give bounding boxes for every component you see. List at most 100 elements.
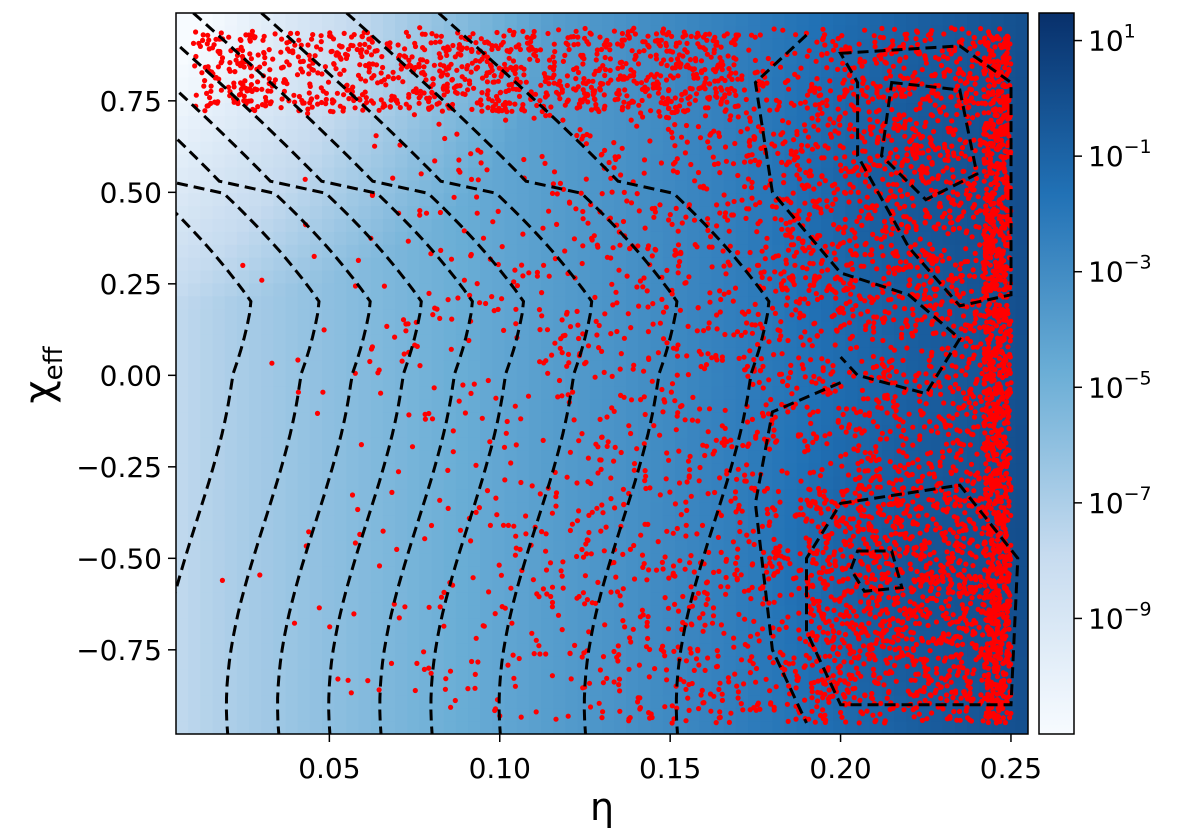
heatmap-cell	[638, 540, 652, 555]
heatmap-cell	[455, 605, 469, 619]
heatmap-cell	[188, 296, 202, 310]
heatmap-cell	[808, 360, 822, 375]
heatmap-cell	[687, 13, 701, 27]
heatmap-cell	[176, 450, 189, 465]
scatter-point	[979, 677, 985, 683]
heatmap-cell	[261, 386, 275, 401]
heatmap-cell	[723, 180, 737, 195]
heatmap-cell	[784, 643, 798, 658]
heatmap-cell	[200, 309, 214, 323]
heatmap-cell	[784, 437, 798, 452]
heatmap-cell	[273, 399, 287, 413]
heatmap-cell	[285, 373, 299, 388]
heatmap-cell	[212, 515, 226, 529]
heatmap-cell	[309, 450, 323, 465]
heatmap-cell	[553, 141, 567, 156]
heatmap-cell	[370, 270, 384, 285]
heatmap-cell	[419, 322, 433, 336]
heatmap-cell	[468, 450, 482, 465]
heatmap-cell	[419, 386, 433, 401]
heatmap-cell	[468, 540, 482, 555]
heatmap-cell	[784, 502, 798, 516]
heatmap-cell	[261, 399, 275, 413]
heatmap-cell	[358, 708, 372, 722]
heatmap-cell	[687, 283, 701, 298]
scatter-point	[778, 319, 784, 325]
scatter-point	[688, 493, 694, 499]
heatmap-cell	[455, 708, 469, 722]
heatmap-cell	[1015, 515, 1028, 529]
heatmap-cell	[212, 695, 226, 710]
scatter-point	[660, 309, 667, 315]
scatter-point	[628, 200, 635, 206]
scatter-point	[838, 453, 844, 459]
heatmap-cell	[528, 283, 542, 298]
heatmap-cell	[212, 360, 226, 375]
heatmap-cell	[589, 412, 603, 426]
scatter-point	[785, 614, 791, 620]
scatter-point	[898, 335, 905, 341]
heatmap-cell	[407, 669, 421, 684]
heatmap-cell	[395, 669, 409, 684]
heatmap-cell	[577, 631, 591, 645]
heatmap-cell	[468, 334, 482, 349]
heatmap-cell	[650, 528, 664, 542]
heatmap-cell	[431, 631, 445, 645]
heatmap-cell	[297, 476, 311, 491]
heatmap-cell	[322, 296, 336, 310]
heatmap-cell	[516, 695, 530, 710]
heatmap-cell	[735, 231, 749, 246]
heatmap-cell	[626, 669, 640, 684]
heatmap-cell	[821, 322, 835, 336]
heatmap-cell	[1015, 656, 1028, 671]
heatmap-cell	[176, 64, 189, 79]
heatmap-cell	[261, 206, 275, 220]
heatmap-cell	[297, 566, 311, 581]
scatter-point	[576, 508, 582, 514]
heatmap-cell	[261, 528, 275, 542]
scatter-point	[849, 133, 855, 139]
heatmap-cell	[176, 206, 189, 220]
heatmap-cell	[602, 231, 615, 246]
scatter-point	[717, 709, 723, 715]
heatmap-cell	[212, 103, 226, 117]
heatmap-cell	[370, 566, 384, 581]
scatter-point	[687, 646, 693, 652]
heatmap-cell	[212, 631, 226, 645]
scatter-point	[640, 284, 646, 290]
scatter-point	[728, 710, 734, 716]
heatmap-cell	[212, 193, 226, 207]
heatmap-cell	[468, 360, 482, 375]
heatmap-cell	[614, 309, 628, 323]
heatmap-cell	[1015, 669, 1028, 684]
heatmap-cell	[894, 553, 908, 568]
scatter-point	[783, 257, 789, 263]
heatmap-cell	[650, 721, 664, 734]
heatmap-cell	[176, 721, 189, 734]
heatmap-cell	[212, 528, 226, 542]
heatmap-cell	[358, 412, 372, 426]
heatmap-cell	[176, 257, 189, 272]
heatmap-cell	[1015, 128, 1028, 143]
heatmap-cell	[455, 257, 469, 272]
heatmap-cell	[553, 528, 567, 542]
heatmap-cell	[614, 399, 628, 413]
heatmap-cell	[443, 708, 457, 722]
heatmap-cell	[407, 605, 421, 619]
heatmap-cell	[1003, 13, 1017, 27]
heatmap-cell	[273, 257, 287, 272]
scatter-point	[704, 443, 710, 449]
heatmap-cell	[431, 579, 445, 594]
heatmap-cell	[1015, 463, 1028, 478]
heatmap-cell	[553, 643, 567, 658]
heatmap-cell	[881, 412, 895, 426]
heatmap-cell	[273, 51, 287, 66]
heatmap-cell	[516, 643, 530, 658]
heatmap-cell	[346, 347, 360, 362]
heatmap-cell	[553, 540, 567, 555]
heatmap-cell	[297, 13, 311, 27]
heatmap-cell	[857, 669, 871, 684]
scatter-point	[956, 590, 962, 597]
heatmap-cell	[309, 463, 323, 478]
heatmap-cell	[541, 399, 555, 413]
